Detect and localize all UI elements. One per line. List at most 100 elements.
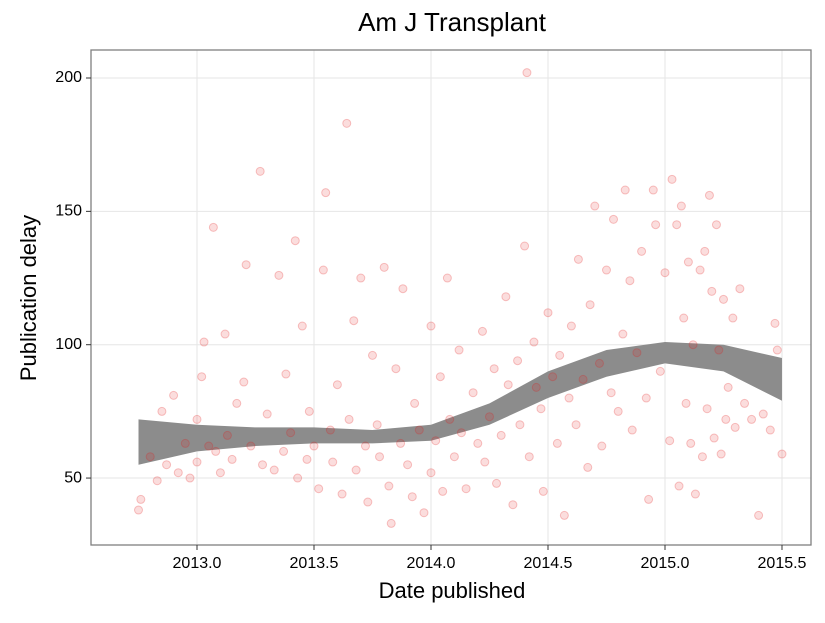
point (777, 449, 787, 459)
point (735, 284, 745, 294)
point (241, 260, 251, 270)
point (442, 273, 452, 283)
point (566, 321, 576, 331)
point (697, 452, 707, 462)
point (286, 428, 296, 438)
point (721, 414, 731, 424)
point (435, 372, 445, 382)
point (302, 454, 312, 464)
point (655, 366, 665, 376)
point (438, 486, 448, 496)
point (667, 174, 677, 184)
point (246, 441, 256, 451)
point (641, 393, 651, 403)
point (445, 414, 455, 424)
point (637, 246, 647, 256)
smooth-ribbon (138, 342, 782, 465)
point (332, 380, 342, 390)
point (227, 454, 237, 464)
x-tick-label: 2015.0 (641, 555, 690, 572)
point (644, 494, 654, 504)
point (501, 292, 511, 302)
point (461, 484, 471, 494)
x-tick-label: 2014.5 (524, 555, 573, 572)
point (683, 257, 693, 267)
y-tick-label: 150 (55, 203, 82, 220)
point (515, 420, 525, 430)
point (192, 414, 202, 424)
point (522, 68, 532, 78)
point (314, 484, 324, 494)
point (372, 420, 382, 430)
point (328, 457, 338, 467)
point (281, 369, 291, 379)
point (325, 425, 335, 435)
point (204, 441, 214, 451)
point (711, 220, 721, 230)
point (152, 476, 162, 486)
point (391, 364, 401, 374)
point (625, 276, 635, 286)
point (508, 500, 518, 510)
y-axis-label: Publication delay (16, 215, 41, 381)
point (709, 433, 719, 443)
point (552, 438, 562, 448)
point (454, 345, 464, 355)
point (665, 436, 675, 446)
y-tick-label: 100 (55, 336, 82, 353)
point (564, 393, 574, 403)
x-tick-label: 2014.0 (407, 555, 456, 572)
point (702, 404, 712, 414)
point (351, 465, 361, 475)
point (468, 388, 478, 398)
point (215, 468, 225, 478)
point (426, 468, 436, 478)
point (232, 398, 242, 408)
point (145, 452, 155, 462)
point (431, 436, 441, 446)
point (363, 497, 373, 507)
point (134, 505, 144, 515)
point (169, 390, 179, 400)
point (449, 452, 459, 462)
point (492, 478, 502, 488)
point (274, 270, 284, 280)
point (590, 201, 600, 211)
point (321, 188, 331, 198)
point (192, 457, 202, 467)
smooth-band (138, 342, 782, 465)
point (360, 441, 370, 451)
point (173, 468, 183, 478)
point (407, 492, 417, 502)
point (609, 214, 619, 224)
point (529, 337, 539, 347)
point (730, 422, 740, 432)
point (136, 494, 146, 504)
point (293, 473, 303, 483)
point (484, 412, 494, 422)
point (342, 118, 352, 128)
point (211, 446, 221, 456)
point (681, 398, 691, 408)
point (410, 398, 420, 408)
point (555, 350, 565, 360)
point (695, 265, 705, 275)
point (403, 460, 413, 470)
point (258, 460, 268, 470)
point (398, 284, 408, 294)
point (414, 425, 424, 435)
point (279, 446, 289, 456)
point (690, 489, 700, 499)
point (627, 425, 637, 435)
point (480, 457, 490, 467)
point (765, 425, 775, 435)
point (597, 441, 607, 451)
point (679, 313, 689, 323)
point (367, 350, 377, 360)
point (269, 465, 279, 475)
point (578, 374, 588, 384)
point (571, 420, 581, 430)
point (384, 481, 394, 491)
point (356, 273, 366, 283)
